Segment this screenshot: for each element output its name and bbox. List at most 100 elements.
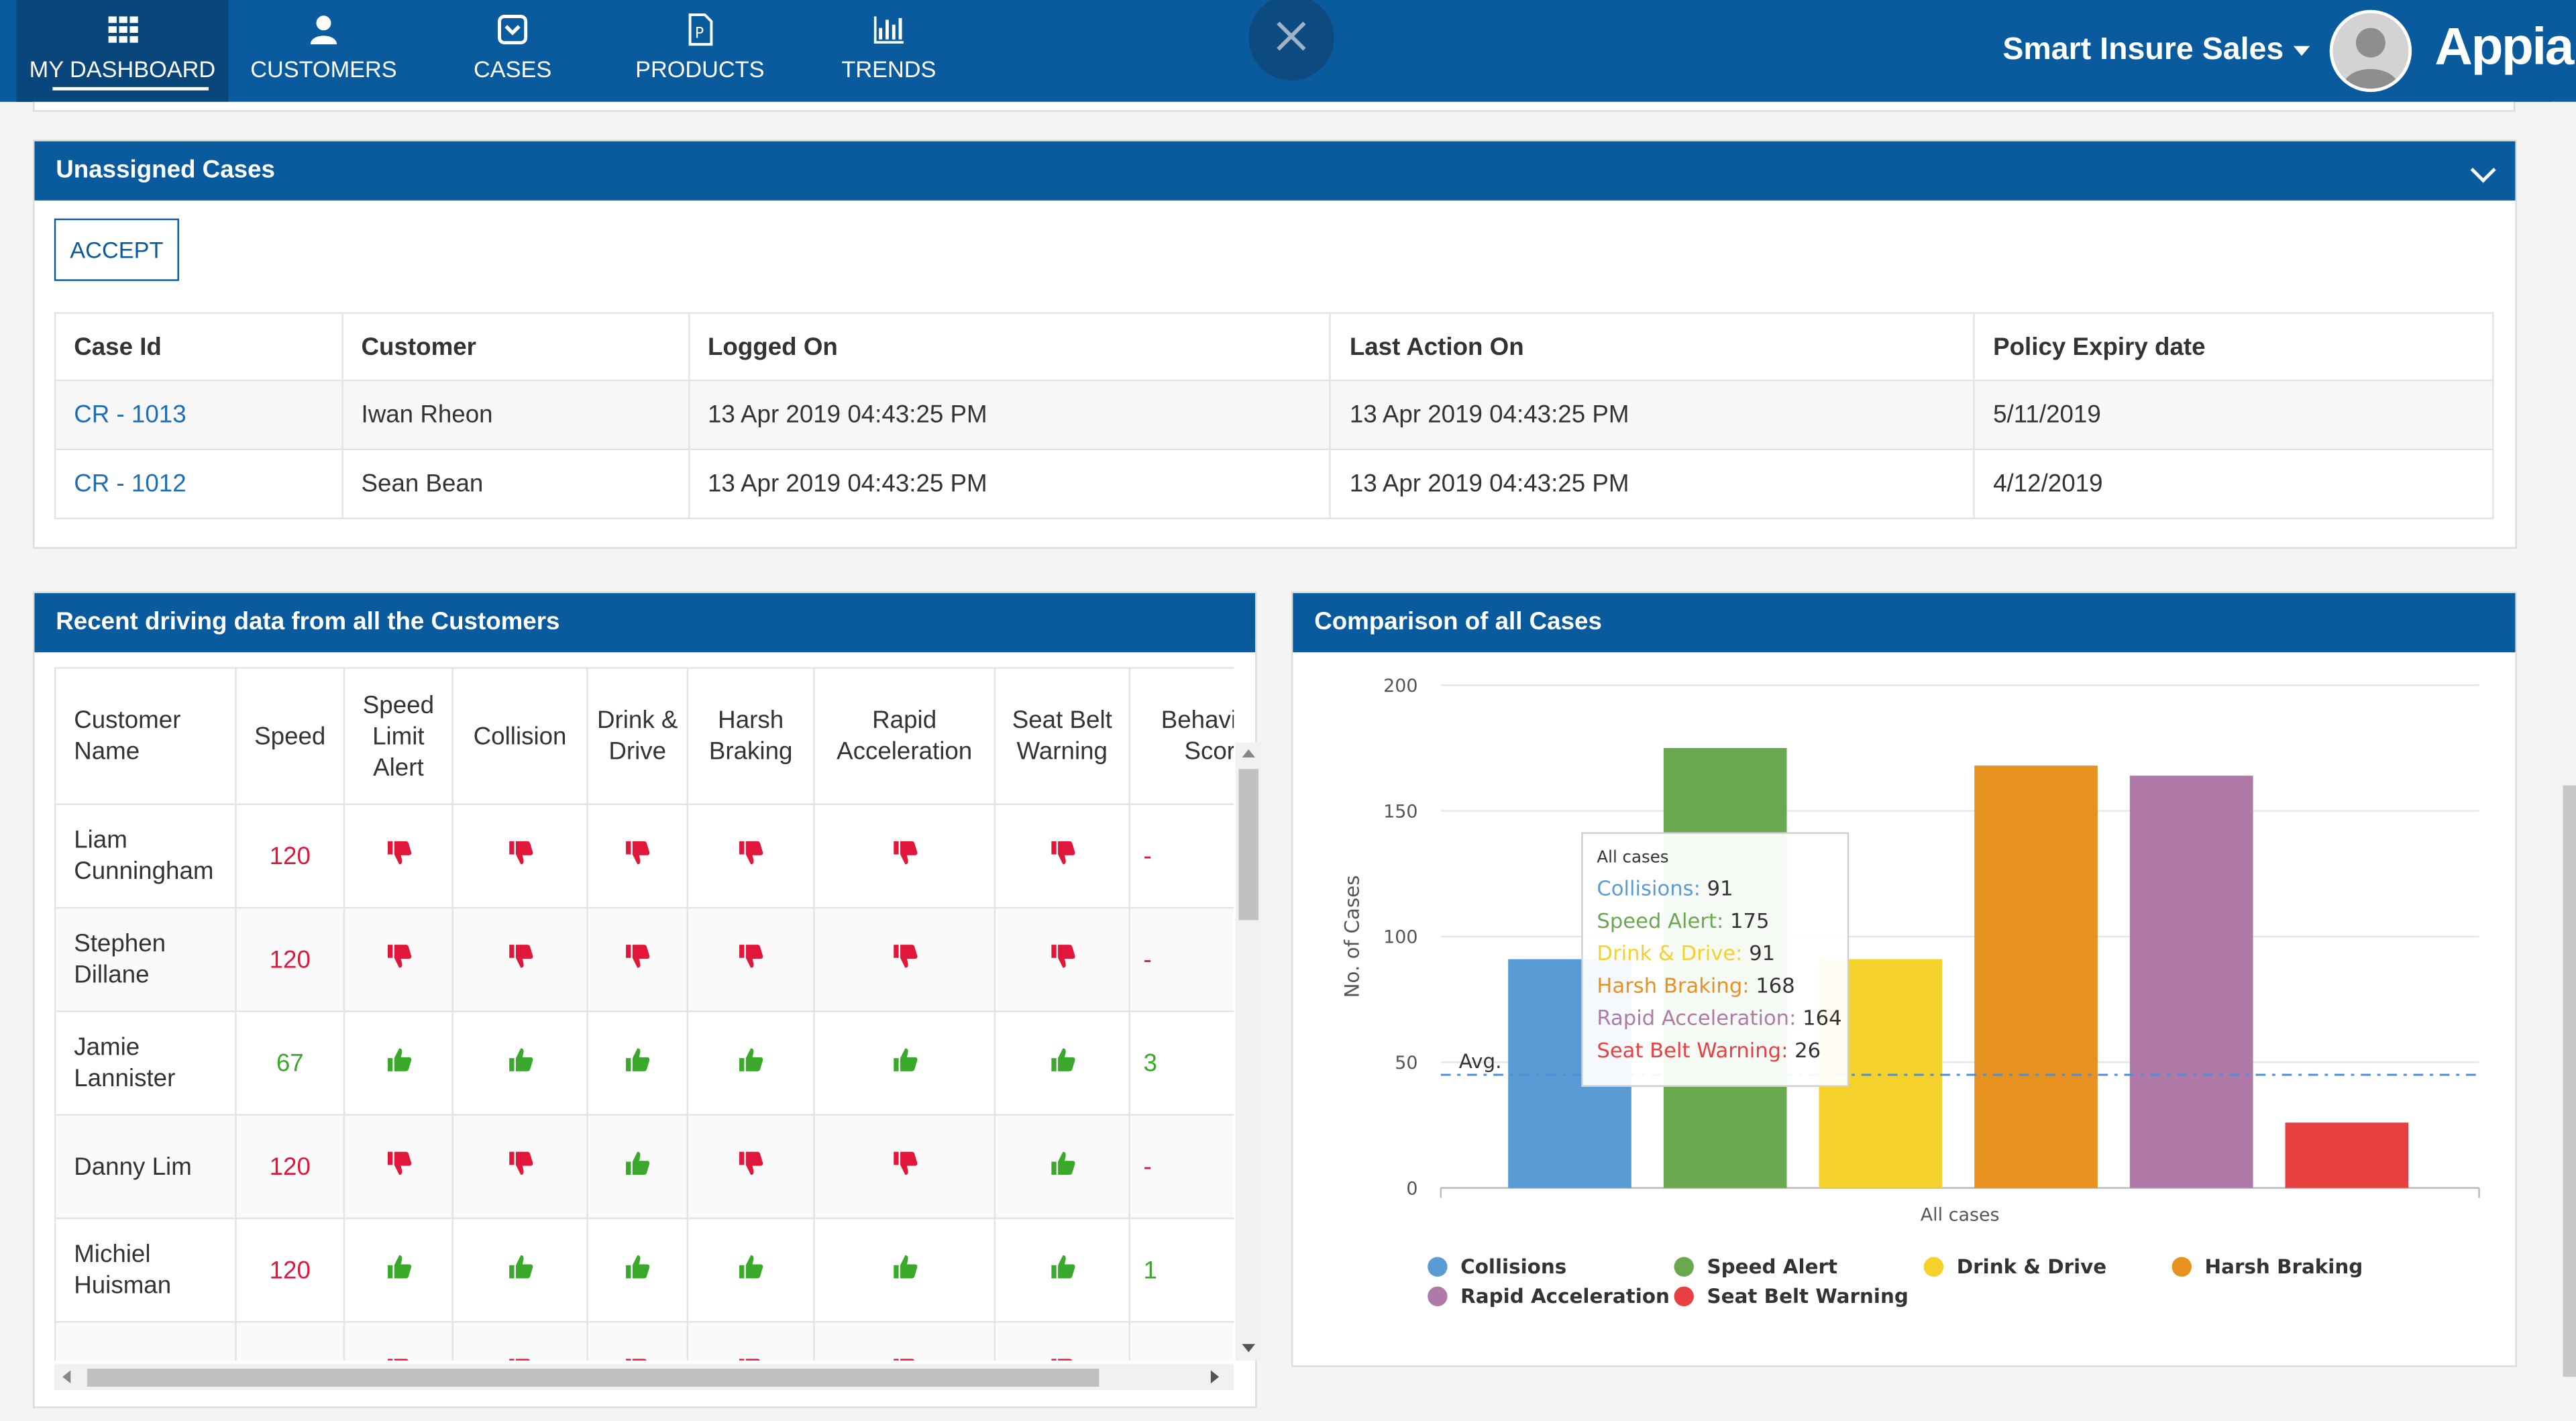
chevron-down-icon[interactable] — [2470, 157, 2496, 183]
table-row[interactable]: Stephen Dillane 120 - — [54, 906, 1234, 1012]
column-header[interactable]: Seat Belt Warning — [994, 667, 1130, 806]
flag-cell — [813, 803, 996, 909]
avatar[interactable] — [2329, 9, 2412, 93]
nav-my-dashboard[interactable]: MY DASHBOARD — [16, 0, 229, 102]
thumbs-up-icon — [508, 1048, 533, 1071]
flag-cell — [994, 1217, 1130, 1323]
legend-item[interactable]: Rapid Acceleration — [1460, 1285, 1670, 1308]
legend-item[interactable]: Drink & Drive — [1957, 1255, 2106, 1278]
speed-cell: 120 — [235, 906, 345, 1012]
flag-cell — [994, 1320, 1130, 1361]
scroll-down-icon[interactable] — [1242, 1344, 1256, 1353]
bar-chart-icon — [873, 16, 904, 44]
legend-item[interactable]: Collisions — [1460, 1255, 1566, 1278]
driving-table-vertical-scrollbar[interactable] — [1235, 742, 1262, 1361]
unassigned-cases-table: Case Id Customer Logged On Last Action On Po… — [54, 312, 2494, 519]
case-id-link[interactable]: CR - 1012 — [74, 470, 186, 498]
column-header[interactable]: Case Id — [54, 312, 343, 382]
column-header[interactable]: Rapid Acceleration — [813, 667, 996, 806]
user-menu[interactable]: Smart Insure Sales — [2002, 33, 2310, 69]
thumbs-down-icon — [626, 1359, 647, 1361]
table-row[interactable]: Jamie Lannister 67 3 — [54, 1010, 1234, 1116]
table-cell: Sean Bean — [341, 448, 690, 519]
nav-customers[interactable]: CUSTOMERS — [228, 0, 419, 102]
table-cell: 13 Apr 2019 04:43:25 PM — [1330, 379, 1976, 451]
case-id-link[interactable]: CR - 1013 — [74, 401, 186, 429]
bar-harsh-braking[interactable] — [1974, 766, 2098, 1188]
legend-marker[interactable] — [1428, 1257, 1448, 1277]
nav-products[interactable]: P PRODUCTS — [606, 0, 794, 102]
legend-item[interactable]: Harsh Braking — [2205, 1255, 2363, 1278]
legend-marker[interactable] — [1674, 1257, 1694, 1277]
comparison-panel: Comparison of all Cases 0 50 100 150 200 No. … — [1291, 591, 2517, 1367]
column-header[interactable]: Collision — [451, 667, 588, 806]
thumbs-down-icon — [739, 841, 763, 865]
driving-table-viewport: Customer Name Speed Speed Limit Alert Colli… — [54, 667, 1234, 1361]
legend-marker[interactable] — [2171, 1257, 2192, 1277]
column-header[interactable]: Behaviour Score — [1128, 667, 1234, 806]
nav-trends[interactable]: TRENDS — [794, 0, 984, 102]
driving-table-horizontal-scrollbar[interactable] — [54, 1363, 1234, 1390]
legend-marker[interactable] — [1428, 1286, 1448, 1306]
thumbs-up-icon — [508, 1255, 533, 1279]
page-scrollbar-thumb[interactable] — [2563, 785, 2576, 1377]
column-header[interactable]: Speed Limit Alert — [343, 667, 453, 806]
scroll-left-icon[interactable] — [62, 1370, 71, 1384]
table-row[interactable]: CR - 1013 Iwan Rheon 13 Apr 2019 04:43:25 … — [54, 379, 2494, 451]
svg-text:P: P — [695, 25, 704, 42]
nav-label: MY DASHBOARD — [29, 56, 216, 83]
thumbs-down-icon — [739, 1359, 760, 1361]
close-button[interactable] — [1248, 0, 1334, 81]
legend-marker[interactable] — [1674, 1286, 1694, 1306]
column-header[interactable]: Harsh Braking — [686, 667, 815, 806]
column-header[interactable]: Drink & Drive — [586, 667, 689, 806]
customer-name-cell: Stephen Dillane — [54, 906, 237, 1012]
table-row[interactable]: CR - 1012 Sean Bean 13 Apr 2019 04:43:25 P… — [54, 448, 2494, 519]
y-tick-label: 0 — [1406, 1178, 1417, 1199]
x-axis-label: All cases — [1921, 1205, 2000, 1226]
nav-cases[interactable]: CASES — [419, 0, 606, 102]
flag-cell — [586, 1217, 689, 1323]
table-row[interactable]: Liam Cunningham 120 - — [54, 803, 1234, 909]
unassigned-cases-header[interactable]: Unassigned Cases — [34, 141, 2516, 201]
customer-name-cell: Jamie Lannister — [54, 1010, 237, 1116]
speed-cell: 120 — [235, 803, 345, 909]
column-header[interactable]: Logged On — [688, 312, 1332, 382]
behaviour-score-cell: 3 — [1128, 1010, 1234, 1116]
speed-cell: 120 — [235, 1114, 345, 1220]
bar-rapid-acceleration[interactable] — [2129, 776, 2253, 1188]
behaviour-score-cell: - — [1128, 906, 1234, 1012]
column-header[interactable]: Customer Name — [54, 667, 237, 806]
scrollbar-thumb[interactable] — [87, 1369, 1099, 1387]
scroll-up-icon[interactable] — [1242, 749, 1256, 757]
column-header[interactable]: Last Action On — [1330, 312, 1976, 382]
flag-cell — [451, 906, 588, 1012]
legend-marker[interactable] — [1923, 1257, 1944, 1277]
close-icon — [1277, 21, 1306, 51]
thumbs-up-icon — [739, 1048, 763, 1071]
bar-seat-belt-warning[interactable] — [2285, 1122, 2409, 1188]
flag-cell — [994, 906, 1130, 1012]
legend-item[interactable]: Seat Belt Warning — [1707, 1285, 1909, 1308]
appian-logo: Appian — [2434, 16, 2576, 76]
flag-cell — [451, 1217, 588, 1323]
accept-button[interactable]: ACCEPT — [54, 218, 179, 281]
speed-cell: 67 — [235, 1010, 345, 1116]
column-header[interactable]: Policy Expiry date — [1973, 312, 2494, 382]
table-row[interactable]: Michiel Huisman 120 1 — [54, 1217, 1234, 1323]
tooltip-header: All cases — [1597, 847, 1668, 867]
scroll-right-icon[interactable] — [1210, 1370, 1220, 1384]
table-row[interactable]: Danny Lim 120 - — [54, 1114, 1234, 1220]
tooltip-entry: Collisions: 91 — [1597, 878, 1733, 901]
flag-cell — [586, 1010, 689, 1116]
column-header[interactable]: Customer — [341, 312, 690, 382]
table-row[interactable]: Ben Crompton120 - — [54, 1320, 1234, 1361]
flag-cell — [586, 906, 689, 1012]
grid-icon — [107, 16, 138, 43]
scrollbar-thumb[interactable] — [1238, 769, 1258, 920]
legend-item[interactable]: Speed Alert — [1707, 1255, 1838, 1278]
tooltip-entry: Harsh Braking: 168 — [1597, 974, 1794, 998]
flag-cell — [686, 1217, 815, 1323]
column-header[interactable]: Speed — [235, 667, 345, 806]
